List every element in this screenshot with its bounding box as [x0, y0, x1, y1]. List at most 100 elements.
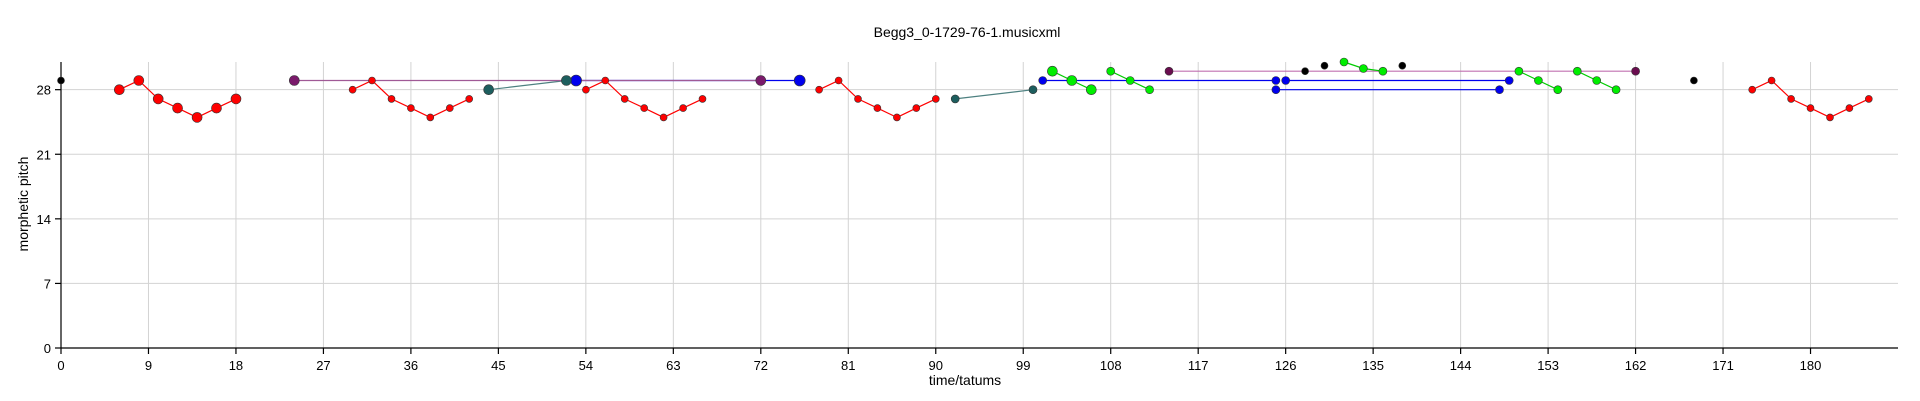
data-point [483, 84, 495, 95]
data-point [1631, 66, 1640, 76]
y-tick-label: 7 [44, 276, 51, 291]
x-tick-label: 18 [229, 358, 243, 373]
data-point [1748, 85, 1756, 94]
data-point [465, 95, 474, 103]
data-point [912, 104, 921, 112]
x-tick-label: 45 [491, 358, 505, 373]
data-point [172, 102, 183, 114]
data-point [1504, 76, 1514, 85]
data-point [133, 75, 145, 86]
data-point [620, 95, 629, 103]
data-point [873, 104, 882, 112]
data-point [1359, 64, 1368, 73]
data-point [191, 112, 203, 123]
series-points [57, 57, 1873, 123]
x-tick-label: 171 [1712, 358, 1734, 373]
x-tick-label: 108 [1100, 358, 1122, 373]
data-point [1066, 75, 1078, 86]
x-tick-label: 135 [1362, 358, 1384, 373]
data-point [1806, 104, 1815, 112]
axes: 0 9 18 27 36 45 54 63 72 81 90 99 108 117 126 135 144 153… [37, 62, 1898, 373]
data-point [1826, 113, 1834, 122]
data-point [387, 95, 396, 103]
x-tick-label: 0 [57, 358, 64, 373]
x-tick-label: 36 [404, 358, 418, 373]
data-point [1047, 65, 1058, 77]
data-point [582, 85, 590, 94]
y-tick-label: 0 [44, 341, 51, 356]
series-line [488, 79, 567, 91]
data-point [659, 113, 668, 122]
data-point [1271, 85, 1281, 94]
data-point [1086, 84, 1097, 95]
data-point [755, 75, 767, 86]
data-point [1787, 95, 1795, 103]
data-point [426, 113, 435, 122]
chart-title: Begg3_0-1729-76-1.musicxml [874, 24, 1061, 40]
data-point [834, 76, 843, 85]
x-tick-label: 117 [1188, 358, 1209, 373]
data-point [211, 102, 222, 114]
data-point [407, 104, 415, 112]
data-point [348, 85, 357, 94]
x-tick-label: 144 [1450, 358, 1472, 373]
data-point [1845, 104, 1854, 112]
data-point [1301, 67, 1309, 75]
data-point [1690, 76, 1698, 85]
data-point [1553, 85, 1563, 94]
data-point [114, 84, 125, 95]
x-tick-label: 153 [1537, 358, 1559, 373]
grid-lines [60, 62, 1898, 349]
y-tick-label: 28 [37, 83, 51, 98]
data-point [793, 74, 806, 87]
x-tick-label: 72 [754, 358, 768, 373]
data-point [1592, 76, 1601, 85]
data-point [1038, 76, 1047, 85]
x-tick-label: 27 [316, 358, 330, 373]
data-point [1028, 85, 1038, 94]
data-point [698, 95, 707, 103]
x-tick-label: 99 [1016, 358, 1030, 373]
data-point [950, 94, 960, 104]
data-point [1534, 76, 1543, 85]
y-axis-title: morphetic pitch [15, 157, 31, 252]
y-tick-label: 14 [37, 212, 51, 227]
data-point [368, 76, 376, 85]
y-tick-label: 21 [37, 147, 51, 162]
x-tick-label: 180 [1800, 358, 1822, 373]
data-point [288, 75, 300, 86]
data-point [815, 85, 823, 94]
x-axis-title: time/tatums [929, 372, 1001, 388]
data-point [1281, 76, 1290, 85]
data-point [1106, 66, 1115, 76]
data-point [230, 93, 242, 105]
x-tick-label: 54 [579, 358, 593, 373]
series-line [955, 89, 1034, 100]
x-tick-label: 90 [929, 358, 943, 373]
x-tick-label: 9 [145, 358, 152, 373]
data-point [1573, 66, 1582, 76]
x-tick-label: 81 [841, 358, 855, 373]
data-point [1611, 85, 1621, 94]
data-point [679, 104, 687, 112]
data-point [1145, 85, 1154, 94]
data-point [57, 76, 65, 85]
data-point [1514, 66, 1524, 76]
x-tick-label: 162 [1625, 358, 1647, 373]
data-point [152, 93, 164, 105]
data-point [854, 95, 862, 103]
data-point [1767, 76, 1776, 85]
data-point [1320, 61, 1329, 70]
data-point [1378, 66, 1388, 76]
x-tick-label: 126 [1275, 358, 1297, 373]
data-point [1339, 57, 1349, 67]
data-point [931, 95, 940, 103]
data-point [601, 76, 610, 85]
data-point [1125, 76, 1135, 85]
data-point [1495, 85, 1504, 94]
data-point [893, 113, 901, 122]
x-tick-label: 63 [666, 358, 680, 373]
data-point [640, 104, 649, 112]
data-point [561, 75, 572, 86]
